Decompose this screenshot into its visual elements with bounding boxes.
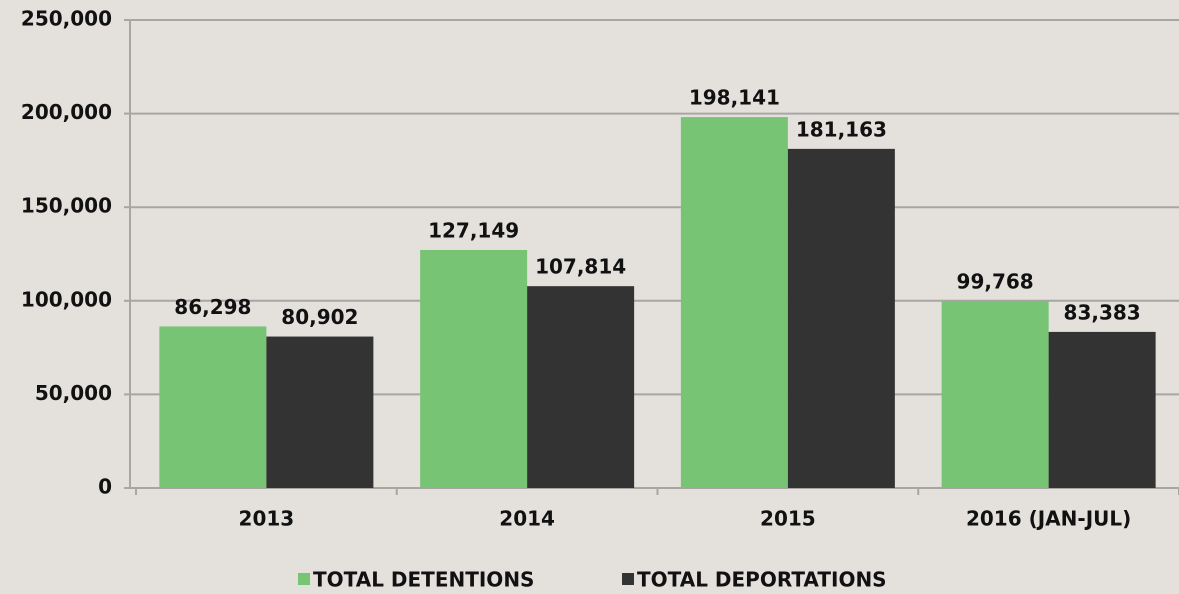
data-label: 181,163	[796, 117, 887, 141]
bar	[680, 117, 788, 488]
bar	[420, 249, 528, 488]
data-label: 86,298	[174, 295, 251, 319]
y-tick-label: 150,000	[21, 194, 112, 218]
legend-swatch	[298, 573, 310, 585]
y-tick-label: 0	[98, 475, 112, 499]
x-tick-label: 2013	[239, 507, 295, 531]
data-label: 127,149	[428, 218, 519, 242]
data-label: 99,768	[957, 270, 1034, 294]
data-label: 198,141	[689, 86, 780, 110]
legend-label: TOTAL DEPORTATIONS	[637, 568, 887, 592]
y-tick-label: 100,000	[21, 287, 112, 311]
bar	[787, 148, 895, 489]
data-label: 107,814	[535, 255, 626, 279]
legend-swatch	[622, 573, 634, 585]
bar	[527, 286, 635, 488]
data-label: 83,383	[1064, 300, 1141, 324]
legend-label: TOTAL DETENTIONS	[313, 568, 534, 592]
bar	[159, 326, 267, 488]
y-tick-label: 200,000	[21, 100, 112, 124]
bar	[1048, 331, 1156, 488]
data-label: 80,902	[281, 305, 358, 329]
bar	[941, 301, 1049, 488]
bar	[266, 336, 374, 488]
y-tick-label: 250,000	[21, 7, 112, 31]
x-tick-label: 2014	[499, 507, 555, 531]
x-tick-label: 2016 (JAN-JUL)	[966, 507, 1131, 531]
x-tick-label: 2015	[760, 507, 816, 531]
y-tick-label: 50,000	[35, 381, 112, 405]
